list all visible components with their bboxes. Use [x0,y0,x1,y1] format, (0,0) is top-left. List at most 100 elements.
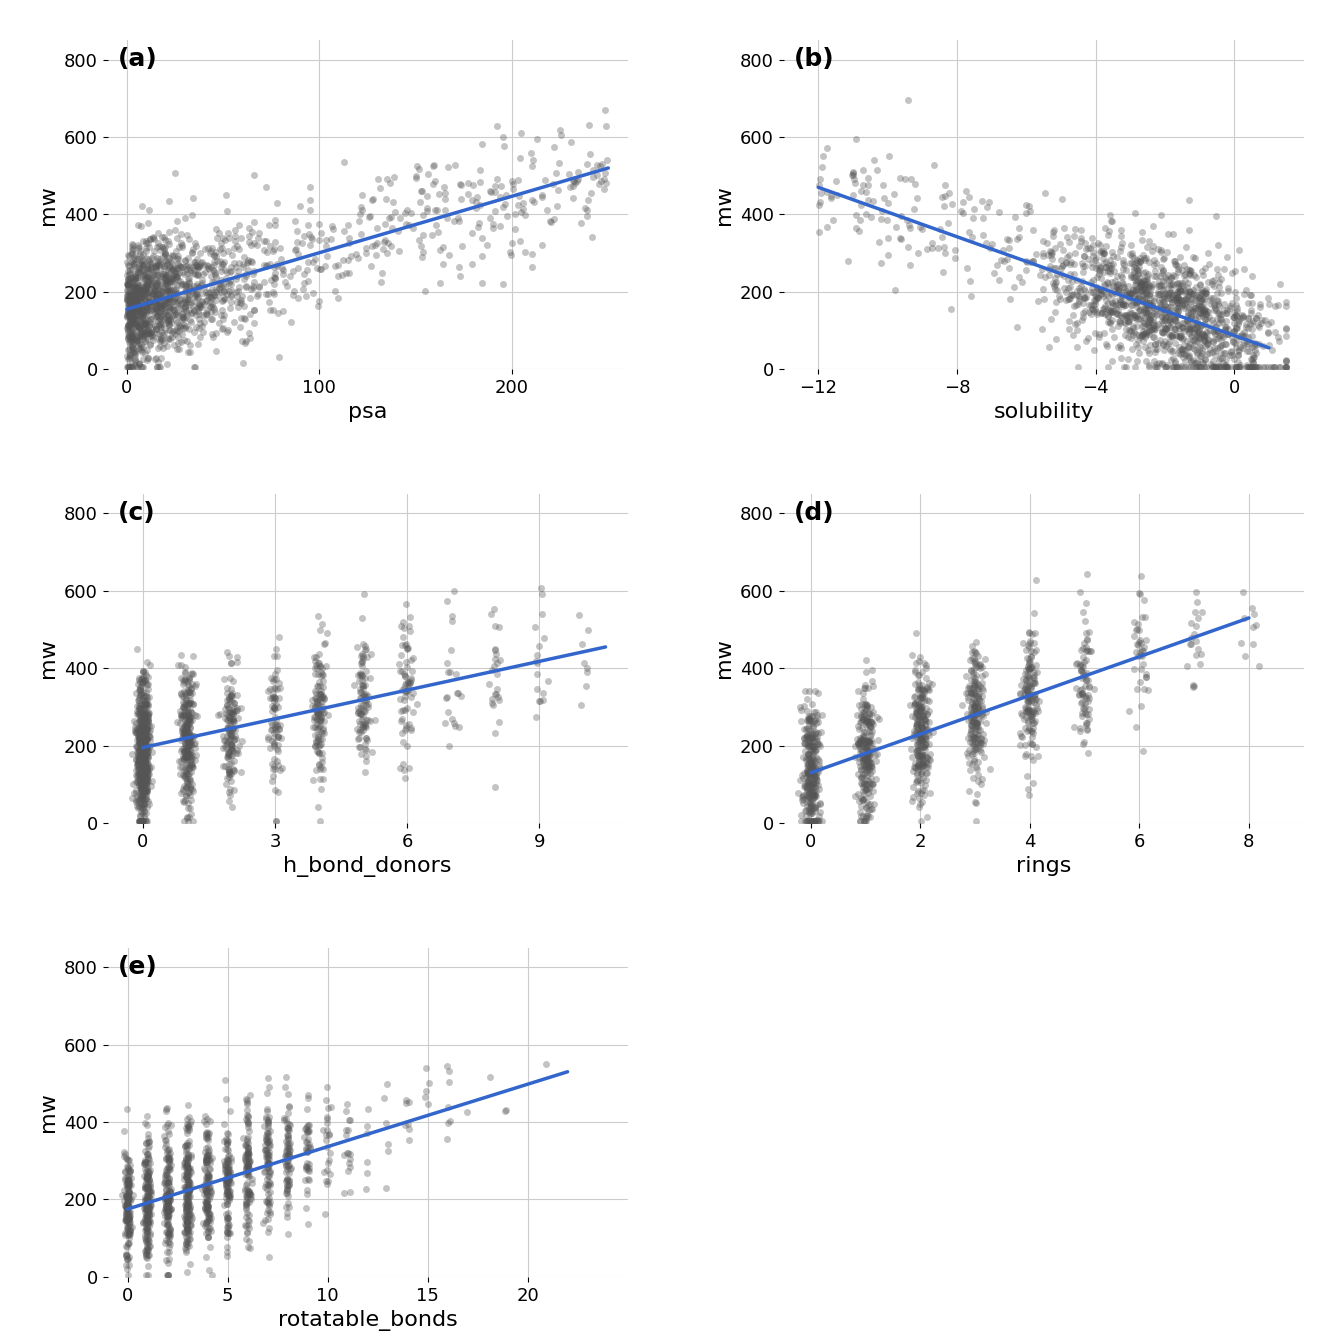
Point [970,742,992,763]
Point [179,711,200,732]
Point [958,676,980,698]
Point [126,673,148,695]
Point [117,328,138,349]
Point [1189,274,1211,296]
Point [903,694,925,715]
Point [539,211,560,233]
Point [276,1169,297,1191]
Point [298,1136,320,1157]
Point [157,281,179,302]
Point [173,329,195,351]
Point [125,278,146,300]
Point [1195,348,1216,370]
Point [1126,259,1148,281]
Point [196,1180,218,1202]
Point [177,782,199,804]
Point [392,731,414,753]
Point [195,1152,216,1173]
Point [237,1099,258,1121]
Point [1228,356,1250,378]
Point [128,762,149,784]
Point [258,1172,280,1193]
Point [1167,304,1188,325]
Point [223,750,245,771]
Point [1163,263,1184,285]
Point [180,302,202,324]
Point [1156,297,1177,319]
Point [857,755,879,777]
Point [120,301,141,323]
Point [216,1161,238,1183]
Point [1192,300,1214,321]
Point [961,711,982,732]
Point [1137,276,1159,297]
Point [958,731,980,753]
Point [528,634,550,656]
Point [314,1090,336,1111]
Point [120,321,141,343]
Point [137,271,159,293]
Point [911,716,933,738]
Point [1120,282,1141,304]
Point [267,781,289,802]
Point [138,687,160,708]
Point [1210,356,1231,378]
Point [297,1114,319,1136]
Point [220,261,242,282]
Point [148,249,169,270]
Point [181,810,203,832]
Point [1130,632,1152,653]
Point [136,1230,157,1251]
Point [1154,317,1176,339]
Point [142,292,164,313]
Point [851,766,872,788]
Point [1215,333,1236,355]
Point [1106,265,1128,286]
Point [121,331,142,352]
Point [1016,720,1038,742]
Point [1153,321,1175,343]
Point [129,746,151,767]
Point [196,1152,218,1173]
Point [133,306,155,328]
Point [136,780,157,801]
Point [802,734,824,755]
Point [915,753,937,774]
Point [140,655,161,676]
Point [962,767,984,789]
Point [233,246,254,267]
Point [134,737,156,758]
Point [1224,306,1246,328]
Point [157,1146,179,1168]
Point [145,269,167,290]
Point [1228,356,1250,378]
Point [542,173,563,195]
Point [1171,274,1192,296]
Point [172,261,194,282]
Point [176,1204,198,1226]
Point [1073,306,1094,328]
Point [270,757,292,778]
Point [191,251,212,273]
Point [136,312,157,333]
Point [852,727,874,749]
Point [176,747,198,769]
Point [129,810,151,832]
Point [390,710,411,731]
Point [310,722,332,743]
Point [175,1134,196,1156]
Point [1152,321,1173,343]
Point [177,1160,199,1181]
Point [866,743,887,765]
Point [359,667,380,688]
Point [188,255,210,277]
Point [276,1107,297,1129]
Text: (c): (c) [118,501,156,524]
Point [137,704,159,726]
Point [231,730,253,751]
Point [175,714,196,735]
Point [1122,306,1144,328]
Point [132,356,153,378]
Point [134,716,156,738]
Point [114,1203,136,1224]
